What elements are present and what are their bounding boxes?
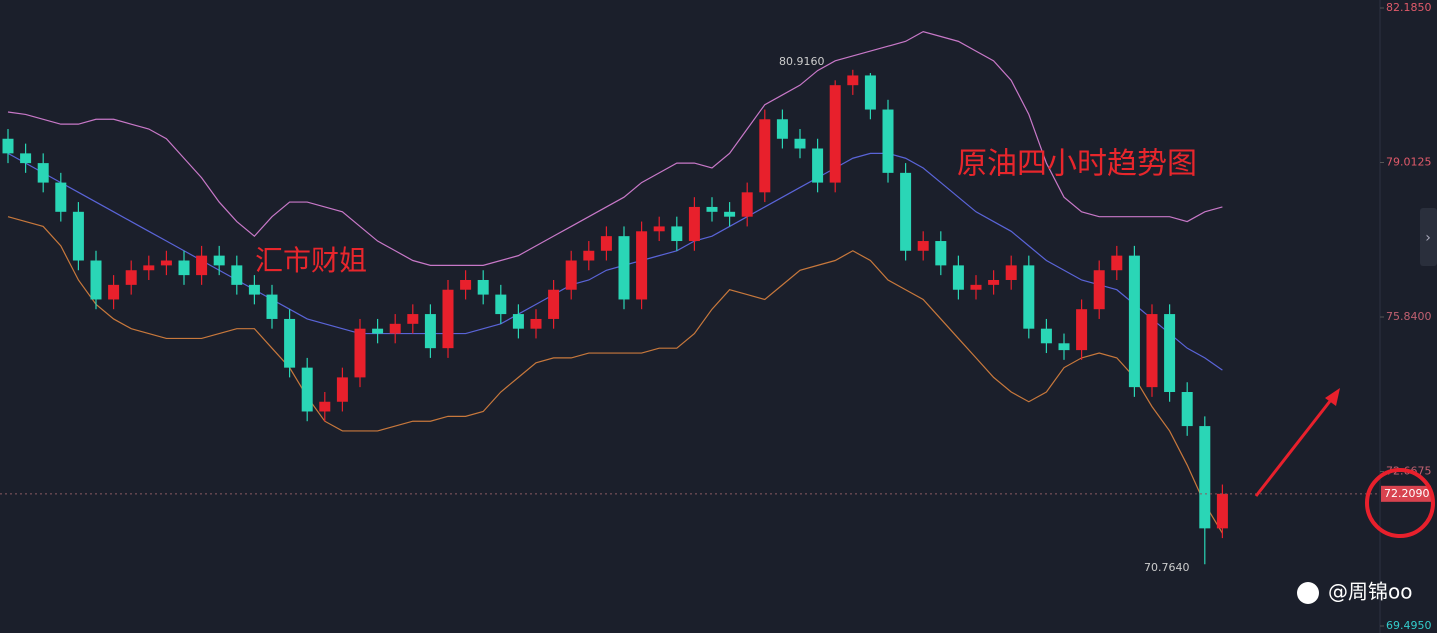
candle-body	[512, 314, 524, 329]
candle-body	[20, 153, 32, 164]
logo	[1297, 582, 1319, 604]
candle-body	[970, 284, 982, 290]
candle-body	[864, 75, 876, 110]
candle-body	[460, 279, 472, 290]
candle-body	[759, 119, 771, 193]
last-price-box	[1381, 485, 1431, 502]
candle-body	[248, 284, 260, 295]
candle-body	[442, 289, 454, 349]
candle-body	[917, 241, 929, 251]
candle-body	[952, 265, 964, 290]
arrow-head	[1325, 388, 1340, 406]
candle-body	[1058, 343, 1070, 351]
low-label: 70.7640	[1144, 561, 1190, 574]
candle-body	[55, 182, 67, 212]
candle-body	[988, 279, 1000, 285]
y-tick-label: 79.0125	[1386, 156, 1432, 169]
band-line	[7, 30, 1223, 266]
candle-body	[1216, 493, 1228, 529]
candle-body	[794, 138, 806, 149]
candle-body	[178, 260, 190, 276]
candle-body	[847, 75, 859, 86]
candle-body	[882, 109, 894, 173]
band-line	[7, 152, 1223, 371]
candle-body	[548, 289, 560, 319]
candle-body	[301, 367, 313, 412]
candle-body	[1111, 255, 1123, 271]
y-tick-label: 82.1850	[1386, 1, 1432, 14]
candle-body	[2, 138, 14, 154]
candle-body	[636, 231, 648, 300]
candle-body	[354, 328, 366, 378]
last-price-label: 72.2090	[1384, 487, 1430, 500]
candle-body	[706, 206, 718, 212]
candle-body	[812, 148, 824, 183]
candle-body	[477, 279, 489, 295]
arrow	[1254, 395, 1336, 497]
band-line	[7, 216, 1223, 534]
candle-body	[653, 226, 665, 232]
candle-body	[495, 294, 507, 315]
side-tab-icon[interactable]: ›	[1425, 230, 1431, 246]
candle-body	[829, 85, 841, 183]
candle-body	[1023, 265, 1035, 329]
watermark: @周锦oo	[1328, 580, 1412, 604]
candle-body	[1128, 255, 1140, 388]
candle-body	[407, 314, 419, 324]
candle-body	[583, 250, 595, 261]
candle-body	[231, 265, 243, 285]
candle-body	[1199, 426, 1211, 529]
candle-body	[600, 236, 612, 251]
candle-body	[776, 119, 788, 139]
candle-body	[688, 206, 700, 242]
candle-body	[1040, 328, 1052, 344]
candle-body	[37, 163, 49, 183]
candle-body	[671, 226, 683, 242]
high-label: 80.9160	[779, 55, 825, 68]
candle-body	[266, 294, 278, 319]
candle-body	[143, 265, 155, 271]
candle-body	[1164, 314, 1176, 392]
candle-body	[1076, 309, 1088, 351]
candle-body	[389, 323, 401, 334]
candle-body	[372, 328, 384, 334]
candle-body	[900, 172, 912, 251]
candle-body	[1093, 270, 1105, 310]
candle-body	[935, 241, 947, 266]
candle-body	[72, 211, 84, 261]
candle-body	[336, 377, 348, 402]
annotation: 原油四小时趋势图	[957, 147, 1197, 182]
candle-body	[125, 270, 137, 285]
candle-body	[213, 255, 225, 266]
candle-body	[1181, 391, 1193, 427]
candle-body	[741, 192, 753, 217]
candle-body	[530, 318, 542, 329]
candle-body	[424, 314, 436, 349]
candle-body	[196, 255, 208, 276]
candle-body	[160, 260, 172, 266]
candle-body	[1146, 314, 1158, 388]
candle-body	[618, 236, 630, 300]
candle-body	[284, 318, 296, 368]
highlight-circle	[1365, 468, 1435, 538]
candle-body	[1005, 265, 1017, 280]
candle-body	[319, 401, 331, 412]
candle-body	[90, 260, 102, 300]
candle-body	[108, 284, 120, 300]
y-tick-label: 75.8400	[1386, 310, 1432, 323]
side-tab[interactable]	[1420, 208, 1437, 266]
annotation: 汇市财姐	[255, 244, 367, 277]
candle-body	[724, 211, 736, 217]
candle-body	[565, 260, 577, 290]
y-tick-label: 69.4950	[1386, 619, 1432, 632]
